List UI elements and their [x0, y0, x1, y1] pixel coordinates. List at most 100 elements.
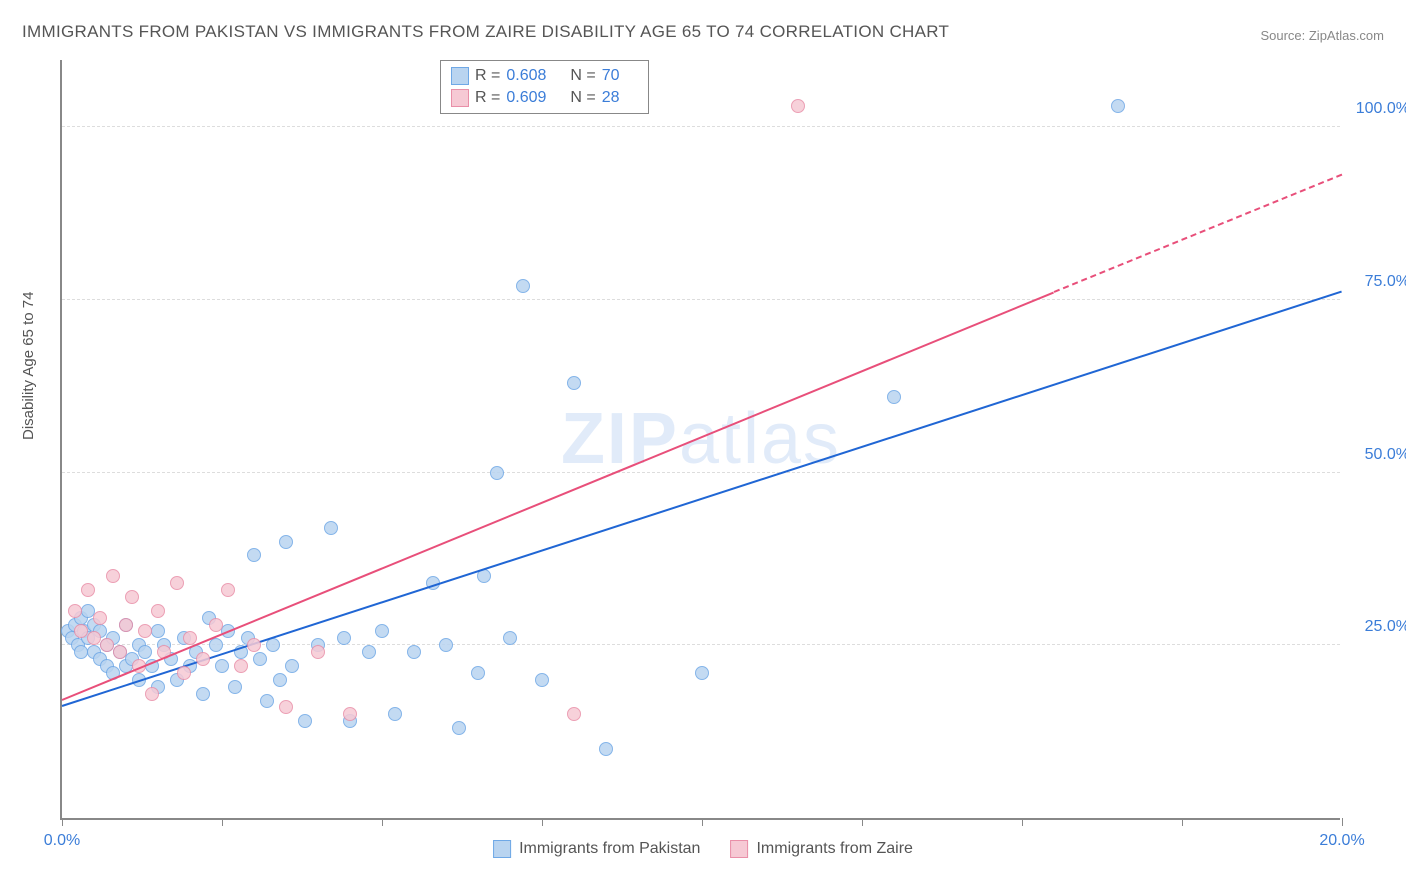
data-point-zaire: [279, 700, 293, 714]
legend-swatch: [730, 840, 748, 858]
data-point-pakistan: [253, 652, 267, 666]
data-point-pakistan: [273, 673, 287, 687]
data-point-zaire: [234, 659, 248, 673]
r-label: R =: [475, 67, 500, 85]
data-point-zaire: [247, 638, 261, 652]
data-point-zaire: [113, 645, 127, 659]
x-tick-label: 0.0%: [44, 832, 80, 850]
x-tick: [382, 818, 383, 826]
data-point-pakistan: [439, 638, 453, 652]
source-link[interactable]: ZipAtlas.com: [1309, 28, 1384, 43]
data-point-zaire: [93, 611, 107, 625]
data-point-zaire: [196, 652, 210, 666]
legend-row: R = 0.609 N = 28: [451, 87, 638, 109]
data-point-pakistan: [228, 680, 242, 694]
r-value: 0.608: [506, 67, 546, 85]
source-prefix: Source:: [1260, 28, 1308, 43]
data-point-pakistan: [490, 466, 504, 480]
data-point-zaire: [81, 583, 95, 597]
data-point-pakistan: [375, 624, 389, 638]
data-point-pakistan: [260, 694, 274, 708]
data-point-pakistan: [567, 376, 581, 390]
data-point-pakistan: [516, 279, 530, 293]
gridline: [62, 299, 1340, 300]
data-point-zaire: [221, 583, 235, 597]
trend-line: [1054, 174, 1343, 293]
data-point-pakistan: [196, 687, 210, 701]
legend-row: R = 0.608 N = 70: [451, 65, 638, 87]
y-tick-label: 75.0%: [1350, 273, 1406, 291]
r-label: R =: [475, 89, 500, 107]
y-axis-label: Disability Age 65 to 74: [20, 292, 37, 440]
data-point-pakistan: [535, 673, 549, 687]
n-value: 70: [602, 67, 620, 85]
data-point-zaire: [170, 576, 184, 590]
gridline: [62, 126, 1340, 127]
data-point-pakistan: [324, 521, 338, 535]
y-tick-label: 25.0%: [1350, 618, 1406, 636]
x-tick: [1182, 818, 1183, 826]
n-label: N =: [570, 89, 595, 107]
data-point-zaire: [68, 604, 82, 618]
data-point-pakistan: [362, 645, 376, 659]
legend-item: Immigrants from Zaire: [730, 840, 912, 858]
x-tick: [862, 818, 863, 826]
data-point-pakistan: [247, 548, 261, 562]
data-point-pakistan: [298, 714, 312, 728]
legend-label: Immigrants from Zaire: [756, 840, 912, 858]
legend-item: Immigrants from Pakistan: [493, 840, 700, 858]
x-tick: [62, 818, 63, 826]
data-point-pakistan: [266, 638, 280, 652]
data-point-pakistan: [215, 659, 229, 673]
x-tick: [542, 818, 543, 826]
data-point-zaire: [125, 590, 139, 604]
correlation-legend: R = 0.608 N = 70 R = 0.609 N = 28: [440, 60, 649, 114]
data-point-zaire: [138, 624, 152, 638]
data-point-zaire: [567, 707, 581, 721]
data-point-zaire: [106, 569, 120, 583]
data-point-pakistan: [151, 624, 165, 638]
watermark-bold: ZIP: [561, 399, 679, 479]
data-point-pakistan: [503, 631, 517, 645]
data-point-zaire: [209, 618, 223, 632]
data-point-zaire: [311, 645, 325, 659]
n-label: N =: [570, 67, 595, 85]
data-point-pakistan: [209, 638, 223, 652]
data-point-pakistan: [337, 631, 351, 645]
data-point-zaire: [791, 99, 805, 113]
data-point-pakistan: [138, 645, 152, 659]
data-point-pakistan: [388, 707, 402, 721]
data-point-pakistan: [695, 666, 709, 680]
gridline: [62, 472, 1340, 473]
legend-swatch: [451, 67, 469, 85]
y-tick-label: 50.0%: [1350, 446, 1406, 464]
data-point-pakistan: [407, 645, 421, 659]
trend-line: [62, 291, 1055, 700]
legend-swatch: [451, 89, 469, 107]
legend-swatch: [493, 840, 511, 858]
r-value: 0.609: [506, 89, 546, 107]
chart-title: IMMIGRANTS FROM PAKISTAN VS IMMIGRANTS F…: [22, 22, 949, 42]
data-point-zaire: [177, 666, 191, 680]
data-point-pakistan: [599, 742, 613, 756]
legend-label: Immigrants from Pakistan: [519, 840, 700, 858]
plot-area: ZIPatlas 25.0%50.0%75.0%100.0%0.0%20.0%: [60, 60, 1340, 820]
y-tick-label: 100.0%: [1350, 100, 1406, 118]
x-tick-label: 20.0%: [1319, 832, 1364, 850]
x-tick: [222, 818, 223, 826]
x-tick: [1022, 818, 1023, 826]
data-point-zaire: [343, 707, 357, 721]
data-point-zaire: [151, 604, 165, 618]
data-point-pakistan: [452, 721, 466, 735]
n-value: 28: [602, 89, 620, 107]
x-tick: [702, 818, 703, 826]
data-point-pakistan: [471, 666, 485, 680]
data-point-pakistan: [285, 659, 299, 673]
data-point-zaire: [145, 687, 159, 701]
data-point-zaire: [119, 618, 133, 632]
data-point-pakistan: [1111, 99, 1125, 113]
x-tick: [1342, 818, 1343, 826]
data-point-pakistan: [887, 390, 901, 404]
data-point-pakistan: [279, 535, 293, 549]
series-legend: Immigrants from Pakistan Immigrants from …: [493, 840, 913, 858]
